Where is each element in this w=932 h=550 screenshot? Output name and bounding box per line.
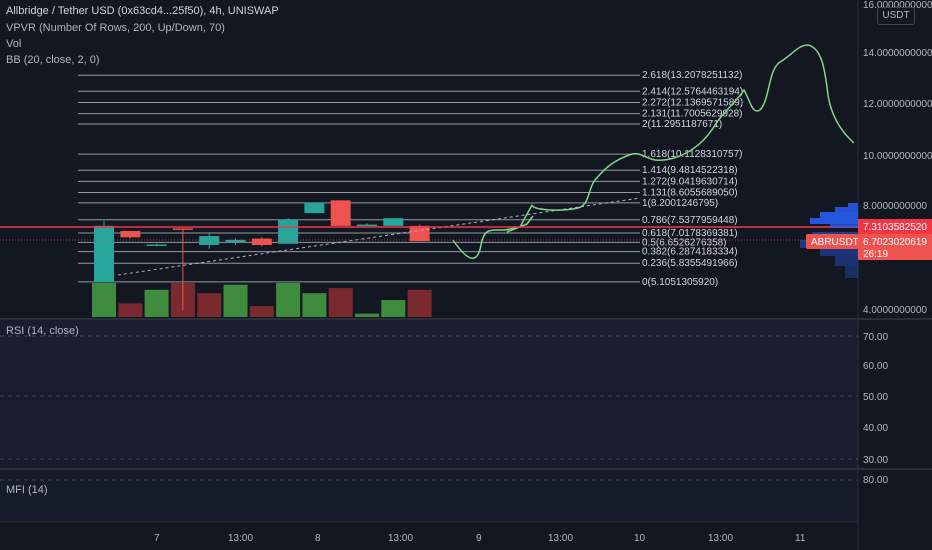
time-tick: 9 (476, 533, 482, 544)
volume-bar (276, 283, 301, 317)
volume-bar (407, 289, 432, 317)
fib-label: 0(5.1051305920) (642, 277, 718, 288)
time-tick: 8 (315, 533, 321, 544)
fib-label: 1.272(9.0419630714) (642, 176, 738, 187)
projection-path[interactable] (452, 44, 855, 259)
indicator-vpvr[interactable]: VPVR (Number Of Rows, 200, Up/Down, 70) (6, 22, 225, 34)
time-tick: 13:00 (388, 533, 413, 544)
fib-label: 0.786(7.5377959448) (642, 215, 738, 226)
time-tick: 10 (634, 533, 646, 544)
fib-label: 1.131(8.6055689050) (642, 188, 738, 199)
indicator-bb[interactable]: BB (20, close, 2, 0) (6, 54, 100, 66)
red-price-label (858, 219, 932, 234)
fib-label: 0.236(5.8355491966) (642, 258, 738, 269)
rsi-label[interactable]: RSI (14, close) (6, 325, 79, 337)
main-pane[interactable] (0, 0, 858, 318)
candle (251, 238, 272, 245)
price-tick: 12.0000000000 (863, 99, 932, 110)
volume-bar (355, 313, 379, 317)
time-tick: 7 (154, 533, 160, 544)
currency-badge[interactable]: USDT (877, 7, 915, 25)
volume-bar (328, 288, 353, 317)
fib-label: 2(11.2951187671) (642, 119, 722, 130)
price-tick: 8.0000000000 (863, 201, 927, 212)
fib-label: 2.272(12.1369571589) (642, 98, 743, 109)
volume-bar (381, 300, 406, 317)
fib-label: 2.414(12.5764463194) (642, 86, 743, 97)
time-tick: 11 (795, 533, 806, 544)
volume-bar (118, 303, 143, 317)
candle (94, 225, 114, 282)
candle (172, 228, 193, 230)
fib-extension[interactable]: 2.618(13.2078251132) 2.414(12.5764463194)… (78, 70, 743, 288)
candle (409, 225, 430, 242)
candle (278, 219, 299, 244)
candle (357, 224, 377, 227)
price-tick: 4.0000000000 (863, 305, 927, 316)
mfi-label[interactable]: MFI (14) (6, 484, 48, 496)
candle (383, 218, 404, 226)
countdown: 26:19 (863, 249, 888, 260)
chart-title[interactable]: Allbridge / Tether USD (0x63cd4...25f50)… (6, 5, 279, 17)
mfi-tick: 80.00 (863, 475, 888, 486)
rsi-tick: 50.00 (863, 392, 888, 403)
rsi-band (0, 320, 858, 468)
volume-bar (302, 293, 327, 317)
candle (304, 202, 325, 214)
rsi-tick: 70.00 (863, 332, 888, 343)
time-tick: 13:00 (708, 533, 733, 544)
candle (225, 239, 246, 243)
symbol-label (806, 234, 858, 249)
price-tick: 14.0000000000 (863, 48, 932, 59)
mfi-pane[interactable] (0, 470, 858, 522)
rsi-tick: 60.00 (863, 361, 888, 372)
projection-arrow (506, 215, 534, 233)
current-price-value: 6.7023020619 (863, 237, 927, 248)
candle (146, 244, 167, 246)
fib-label: 0.618(7.0178369381) (642, 228, 738, 239)
indicator-vol[interactable]: Vol (6, 38, 22, 50)
time-tick: 13:00 (548, 533, 573, 544)
volume-bar (92, 283, 116, 317)
rsi-tick: 40.00 (863, 423, 888, 434)
price-tick: 16.0000000000 (863, 0, 932, 11)
symbol-text: ABRUSDT (811, 237, 859, 248)
volume-bar (223, 284, 248, 317)
candle (330, 200, 351, 226)
volume-bar (197, 293, 222, 317)
fib-label: 2.618(13.2078251132) (642, 70, 742, 81)
fib-label: 0.382(6.2874183334) (642, 247, 738, 258)
fib-label: 1.414(9.4814522318) (642, 165, 738, 176)
volume-bar (249, 306, 274, 317)
fib-label: 0.5(6.6526276358) (642, 237, 727, 248)
time-tick: 13:00 (228, 533, 253, 544)
rsi-tick: 30.00 (863, 455, 888, 466)
candle (199, 236, 220, 245)
candle (120, 230, 141, 238)
volume-bars (92, 283, 432, 317)
fib-label: 2.131(11.7005629928) (642, 109, 742, 120)
candles (94, 200, 430, 310)
fib-label: 1.618(10.1128310757) (642, 149, 742, 160)
volume-bar (144, 289, 169, 317)
price-tick: 10.0000000000 (863, 151, 932, 162)
current-price-label (858, 234, 932, 260)
red-price-value: 7.3103582520 (863, 222, 927, 233)
fib-label: 1(8.2001246795) (642, 198, 718, 209)
